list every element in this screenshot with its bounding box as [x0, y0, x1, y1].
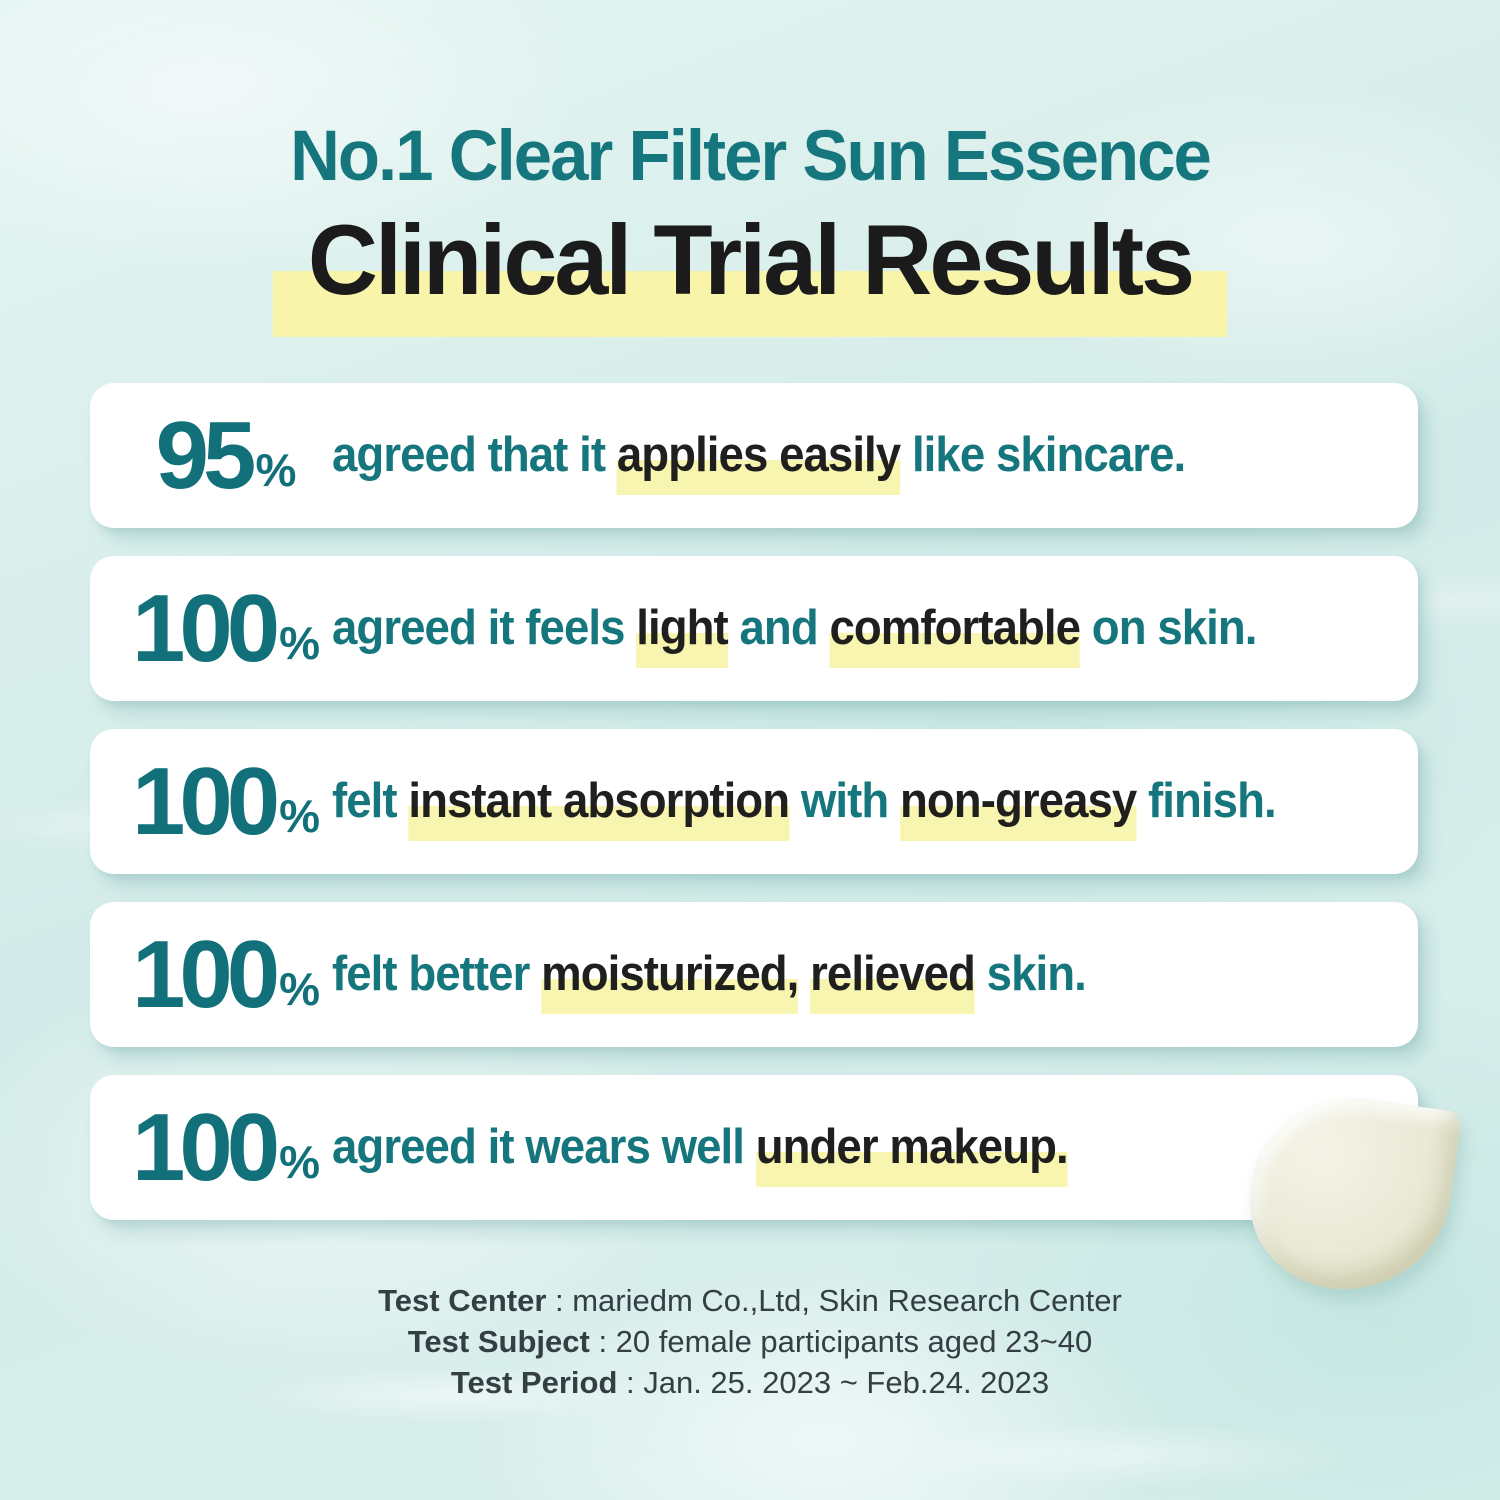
percent-value: 95% — [120, 401, 332, 511]
result-statement: agreed it wears well under makeup. — [332, 1119, 1342, 1188]
result-card: 100% agreed it feels light and comfortabl… — [90, 556, 1418, 701]
highlighted-phrase: under makeup. — [755, 1119, 1069, 1188]
result-statement: agreed it feels light and comfortable on… — [332, 600, 1342, 669]
result-card: 100% felt better moisturized, relieved sk… — [90, 902, 1418, 1047]
result-statement: felt better moisturized, relieved skin. — [332, 946, 1342, 1015]
statement-text: with — [789, 773, 900, 828]
test-subject-label: Test Subject — [407, 1324, 590, 1359]
percent-sign: % — [279, 1135, 321, 1188]
statement-text: felt better — [332, 946, 542, 1001]
product-title: No.1 Clear Filter Sun Essence — [290, 117, 1212, 196]
highlighted-phrase: comfortable — [829, 600, 1081, 669]
result-card: 100% agreed it wears well under makeup. — [90, 1075, 1418, 1220]
statement-text: and — [727, 600, 830, 655]
percent-sign: % — [279, 789, 321, 842]
result-statement: felt instant absorption with non-greasy … — [332, 773, 1342, 842]
result-card: 95% agreed that it applies easily like sk… — [90, 383, 1418, 528]
poster-header: No.1 Clear Filter Sun Essence Clinical T… — [0, 117, 1500, 338]
percent-sign: % — [279, 616, 321, 669]
percent-number: 100 — [131, 747, 280, 855]
page-title: Clinical Trial Results — [15, 204, 1485, 338]
percent-sign: % — [279, 962, 321, 1015]
statement-text: agreed that it — [332, 427, 617, 482]
test-center-line: Test Center : mariedm Co.,Ltd, Skin Rese… — [0, 1280, 1500, 1321]
highlighted-phrase: light — [636, 600, 729, 669]
test-center-label: Test Center — [378, 1283, 547, 1318]
statement-text: skin. — [974, 946, 1087, 1001]
percent-number: 100 — [131, 1093, 280, 1201]
statement-text: felt — [332, 773, 409, 828]
percent-sign: % — [255, 443, 297, 496]
test-subject-value: : 20 female participants aged 23~40 — [589, 1324, 1093, 1359]
percent-number: 95 — [155, 401, 257, 509]
percent-number: 100 — [131, 574, 280, 682]
percent-value: 100% — [120, 920, 332, 1030]
statement-text: agreed it wears well — [332, 1119, 756, 1174]
percent-number: 100 — [131, 920, 280, 1028]
percent-value: 100% — [120, 574, 332, 684]
percent-value: 100% — [120, 1093, 332, 1203]
result-card: 100% felt instant absorption with non-gre… — [90, 729, 1418, 874]
page-title-text: Clinical Trial Results — [272, 204, 1228, 338]
test-info: Test Center : mariedm Co.,Ltd, Skin Rese… — [0, 1280, 1500, 1403]
test-center-value: : mariedm Co.,Ltd, Skin Research Center — [546, 1283, 1122, 1318]
percent-value: 100% — [120, 747, 332, 857]
test-period-label: Test Period — [450, 1365, 618, 1400]
statement-text: agreed it feels — [332, 600, 637, 655]
statement-text: like skincare. — [900, 427, 1186, 482]
statement-text: on skin. — [1080, 600, 1258, 655]
result-statement: agreed that it applies easily like skinc… — [332, 427, 1342, 496]
statement-text — [798, 947, 810, 1001]
highlighted-phrase: relieved — [810, 946, 976, 1015]
test-period-line: Test Period : Jan. 25. 2023 ~ Feb.24. 20… — [0, 1362, 1500, 1403]
highlighted-phrase: moisturized, — [541, 946, 799, 1015]
results-list: 95% agreed that it applies easily like sk… — [90, 383, 1418, 1220]
statement-text: finish. — [1136, 773, 1277, 828]
test-period-value: : Jan. 25. 2023 ~ Feb.24. 2023 — [617, 1365, 1050, 1400]
highlighted-phrase: instant absorption — [408, 773, 790, 842]
test-subject-line: Test Subject : 20 female participants ag… — [0, 1321, 1500, 1362]
highlighted-phrase: applies easily — [616, 427, 901, 496]
highlighted-phrase: non-greasy — [899, 773, 1137, 842]
